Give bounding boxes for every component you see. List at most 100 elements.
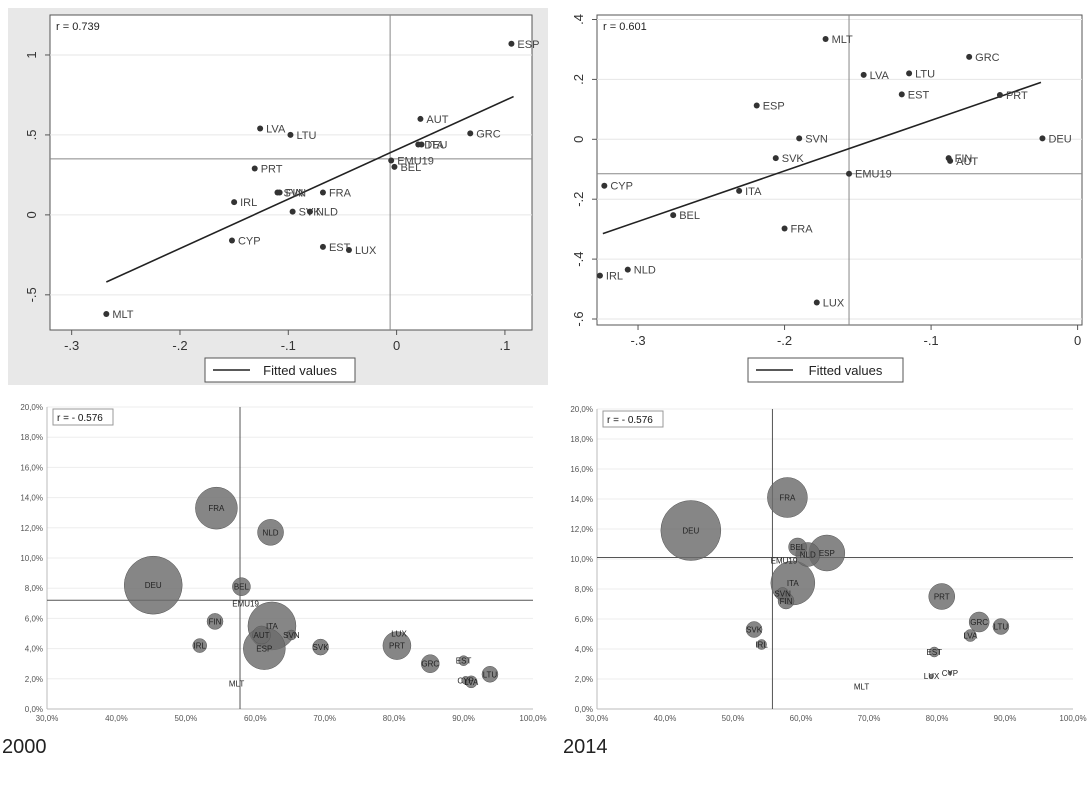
y-tick-label: 2,0% [575, 675, 593, 684]
data-point-mlt [822, 35, 829, 42]
bubble-label: FRA [208, 504, 225, 513]
legend-label: Fitted values [809, 363, 883, 378]
data-point-lux [345, 247, 352, 254]
bubble-label: PRT [389, 642, 405, 651]
x-tick-label: 60,0% [244, 714, 267, 723]
data-point-fra [319, 189, 326, 196]
data-point-deu [415, 141, 422, 148]
bubble-svk [312, 638, 329, 656]
data-label: SVN [805, 133, 828, 145]
bubble-label: EMU19 [771, 557, 798, 566]
x-tick-label: 70,0% [858, 714, 881, 723]
data-label: DEU [424, 140, 447, 152]
data-label: EST [329, 242, 351, 254]
data-point-aut [947, 157, 954, 164]
data-point-ltu [287, 131, 294, 138]
data-point-grc [966, 53, 973, 60]
data-label: AUT [956, 156, 978, 168]
data-label: NLD [316, 207, 338, 219]
x-tick-label: 30,0% [586, 714, 609, 723]
x-tick-label: -.1 [923, 333, 938, 348]
bubble-label: EMU19 [232, 599, 259, 608]
data-point-svk [772, 155, 779, 162]
y-tick-label: 12,0% [20, 524, 43, 533]
data-point-est [898, 91, 905, 98]
data-point-nld [306, 208, 313, 215]
data-label: LTU [296, 130, 316, 142]
y-tick-label: 0,0% [25, 705, 43, 714]
data-label: NLD [634, 265, 656, 277]
y-tick-label: 16,0% [20, 463, 43, 472]
bubble-aut [252, 625, 271, 645]
y-tick-label: 8,0% [25, 584, 43, 593]
data-point-irl [596, 272, 603, 279]
data-label: ITA [745, 186, 762, 198]
x-tick-label: 80,0% [926, 714, 949, 723]
bubble-label: FRA [779, 494, 796, 503]
annotation-box [602, 410, 664, 428]
bubble-est [458, 655, 469, 666]
bubble-label: DEU [682, 527, 699, 536]
data-point-deu [1039, 135, 1046, 142]
data-label: AUT [426, 114, 448, 126]
data-label: MLT [112, 309, 133, 321]
bubble-label: ESP [256, 645, 272, 654]
data-point-est [319, 243, 326, 250]
x-tick-label: 0 [393, 338, 400, 353]
y-tick-label: -.5 [24, 287, 39, 302]
x-tick-label: 30,0% [36, 714, 59, 723]
y-tick-label: .5 [24, 130, 39, 141]
data-point-fin [276, 189, 283, 196]
data-point-emu19 [388, 157, 395, 164]
bubble-lux [929, 673, 934, 679]
y-tick-label: 10,0% [20, 554, 43, 563]
y-tick-label: 12,0% [570, 525, 593, 534]
y-tick-label: 18,0% [20, 433, 43, 442]
bubble-nld [257, 519, 284, 546]
data-label: FRA [791, 224, 814, 236]
bubble-label: NLD [263, 528, 279, 537]
x-tick-label: 90,0% [452, 714, 475, 723]
data-label: LTU [915, 68, 935, 80]
correlation-annotation: r = 0.601 [603, 21, 647, 33]
data-label: DEU [1048, 133, 1071, 145]
x-tick-label: 50,0% [175, 714, 198, 723]
data-point-grc [467, 130, 474, 137]
y-tick-label: .4 [571, 14, 586, 25]
x-tick-label: 90,0% [994, 714, 1017, 723]
x-tick-label: 60,0% [790, 714, 813, 723]
y-tick-label: .2 [571, 74, 586, 85]
bubble-label: IRL [755, 641, 768, 650]
y-tick-label: 20,0% [20, 403, 43, 412]
y-tick-label: 1 [24, 51, 39, 58]
annotation-box [52, 408, 114, 426]
data-label: IRL [240, 197, 257, 209]
bubble-label: LVA [464, 678, 479, 687]
bubble-label: GRC [421, 660, 439, 669]
chart-top-right: -.6 -.4 -.2 0 .2 .4 -.3 -.2 -.1 0 MLT GRC LVA LTU EST P… [571, 14, 1083, 383]
bubble-label: LTU [994, 623, 1009, 632]
data-point-emu19 [846, 170, 853, 177]
y-tick-label: -.6 [571, 311, 586, 326]
y-tick-label: 6,0% [25, 614, 43, 623]
bubble-cyp [947, 670, 953, 676]
chart-bottom-left: 0,0% 2,0% 4,0% 6,0% 8,0% 10,0% 12,0% 14,0% 16,0%… [20, 403, 546, 723]
correlation-annotation: r = - 0.576 [607, 415, 653, 426]
bubble-label: SVK [746, 626, 763, 635]
bubble-label: FIN [209, 617, 222, 626]
bubble-label: IRL [194, 642, 207, 651]
data-label: FIN [955, 153, 973, 165]
bubble-label: CYP [457, 676, 473, 685]
data-label: SVN [283, 187, 306, 199]
bubble-deu [660, 500, 722, 561]
data-label: ITA [428, 140, 445, 152]
data-label: GRC [975, 52, 1000, 64]
data-point-esp [508, 40, 515, 47]
x-tick-label: 40,0% [654, 714, 677, 723]
data-point-bel [391, 163, 398, 170]
data-label: EMU19 [855, 169, 892, 181]
y-tick-label: -.4 [571, 252, 586, 267]
data-label: ESP [517, 39, 539, 51]
x-tick-label: -.1 [281, 338, 296, 353]
bubble-ltu [992, 618, 1010, 635]
